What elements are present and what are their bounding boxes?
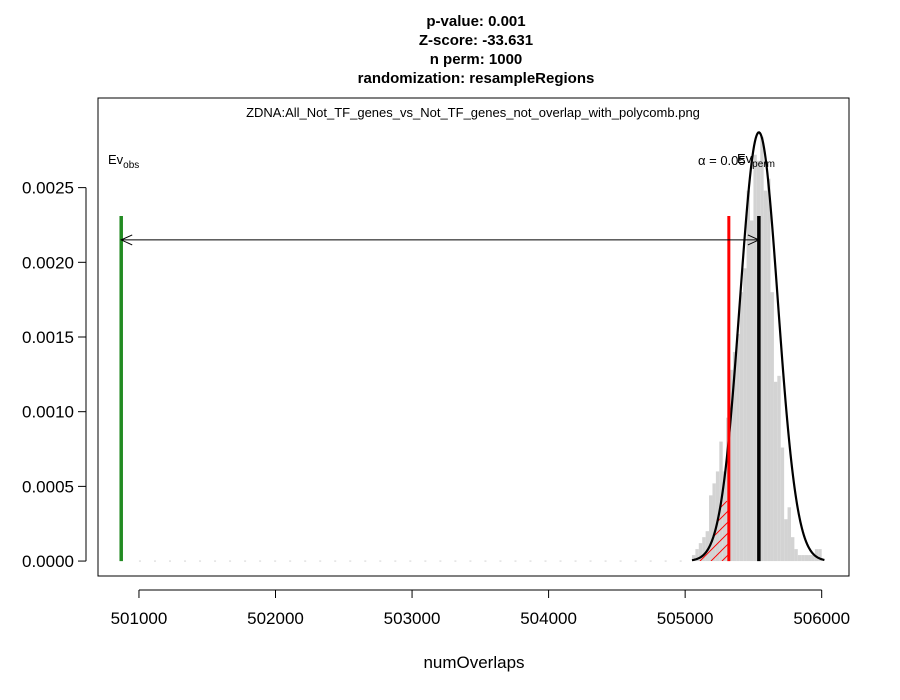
histogram-bars (691, 136, 822, 562)
y-tick-label: 0.0000 (22, 552, 74, 571)
x-axis: 501000 502000 503000 504000 505000 506000 (111, 589, 850, 628)
histogram-bar (777, 375, 781, 562)
histogram-bar (702, 537, 706, 562)
histogram-bar (790, 537, 795, 562)
histogram-bar (729, 369, 733, 562)
x-tick-label: 505000 (657, 609, 714, 628)
y-tick-label: 0.0005 (22, 477, 74, 496)
histogram-bar (712, 483, 716, 562)
y-tick-label: 0.0025 (22, 179, 74, 198)
histogram-bar (787, 507, 791, 562)
histogram-bar (722, 471, 727, 562)
histogram-bar (804, 555, 809, 562)
title-zscore: Z-score: -33.631 (419, 32, 533, 49)
histogram-bar (739, 292, 744, 562)
histogram-bar (797, 555, 802, 562)
histogram-bar (691, 555, 696, 562)
plot-subtitle: ZDNA:All_Not_TF_genes_vs_Not_TF_genes_no… (246, 105, 700, 120)
x-tick-label: 502000 (247, 609, 304, 628)
title-randomization: randomization: resampleRegions (358, 70, 595, 87)
distance-arrow-head-right (747, 234, 761, 246)
histogram-bar (808, 555, 812, 562)
histogram-bar (746, 190, 751, 562)
x-axis-title: numOverlaps (423, 653, 524, 672)
label-ev-obs: Evobs (108, 152, 139, 171)
histogram-bar (763, 190, 768, 562)
histogram-bar (818, 549, 822, 562)
histogram-bar (760, 136, 764, 562)
hatch-line (799, 501, 859, 561)
histogram-bar (784, 519, 788, 562)
histogram-bar (743, 268, 747, 562)
histogram-bar (753, 154, 757, 562)
label-ev-perm: Evperm (737, 151, 775, 170)
histogram-bar (695, 549, 699, 562)
alpha-label: α = 0.05 (698, 153, 746, 168)
title-pvalue: p-value: 0.001 (426, 13, 525, 30)
hatch-line (699, 500, 729, 562)
histogram-bar (773, 381, 778, 562)
ev-perm-label: Evperm (737, 151, 775, 170)
distance-arrow-head-left (120, 234, 133, 246)
histogram-bar (770, 292, 774, 562)
title-nperm: n perm: 1000 (430, 51, 523, 68)
chart-title: p-value: 0.001 Z-score: -33.631 n perm: … (358, 13, 595, 87)
x-tick-label: 504000 (520, 609, 577, 628)
y-tick-label: 0.0015 (22, 328, 74, 347)
hatch-line (691, 500, 695, 562)
x-tick-label: 506000 (793, 609, 850, 628)
x-tick-label: 501000 (111, 609, 168, 628)
y-tick-label: 0.0010 (22, 403, 74, 422)
hatch-line (710, 500, 729, 562)
x-tick-label: 503000 (384, 609, 441, 628)
y-axis: 0.0000 0.0005 0.0010 0.0015 0.0020 0.0025 (22, 179, 87, 571)
histogram-bar (709, 495, 713, 562)
histogram-bar (698, 543, 703, 562)
histogram-bar (705, 531, 710, 562)
histogram-bar (767, 178, 771, 562)
histogram-bar (811, 555, 815, 562)
histogram-bar (801, 555, 805, 562)
histogram-bar (732, 351, 737, 562)
plot-frame (97, 97, 850, 577)
histogram-bar (750, 220, 754, 562)
marker-lines (119, 216, 761, 562)
hatch-line (623, 501, 683, 561)
histogram-bar (736, 334, 740, 562)
histogram-bar (814, 549, 819, 562)
ev-obs-label: Evobs (108, 152, 139, 171)
normal-fit-layer (691, 131, 825, 562)
y-tick-label: 0.0020 (22, 253, 74, 272)
histogram-bar (794, 549, 798, 562)
histogram-bar (780, 447, 785, 562)
normal-fit-curve (691, 131, 825, 562)
hatch-line (612, 501, 672, 561)
